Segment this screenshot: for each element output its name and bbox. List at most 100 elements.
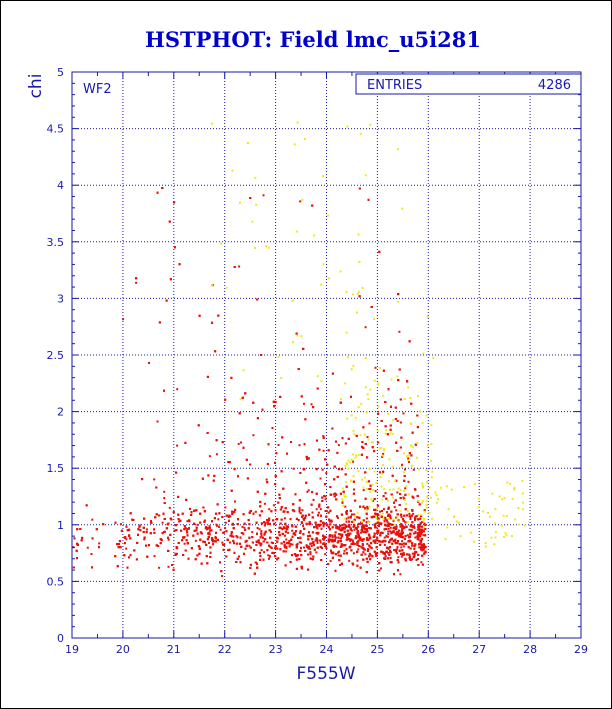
scatter-point	[381, 540, 384, 543]
scatter-point	[523, 524, 526, 527]
scatter-point	[228, 548, 231, 551]
scatter-point	[402, 525, 405, 528]
scatter-point	[426, 500, 429, 503]
scatter-point	[371, 441, 374, 444]
scatter-point	[273, 405, 276, 408]
scatter-point	[494, 536, 497, 539]
scatter-point	[345, 552, 348, 555]
scatter-point	[235, 535, 238, 538]
scatter-point	[280, 506, 283, 509]
scatter-point	[373, 470, 376, 473]
scatter-point	[377, 540, 380, 543]
scatter-point	[256, 562, 258, 565]
scatter-point	[350, 458, 353, 461]
scatter-point	[378, 569, 381, 572]
scatter-point	[233, 468, 236, 471]
scatter-point	[327, 506, 330, 509]
scatter-point	[231, 169, 234, 172]
scatter-point	[344, 517, 346, 520]
scatter-point	[380, 531, 383, 534]
scatter-point	[240, 441, 242, 444]
scatter-point	[346, 529, 349, 532]
scatter-point	[239, 201, 241, 204]
scatter-point	[358, 187, 361, 190]
scatter-point	[378, 524, 380, 527]
scatter-point	[356, 564, 359, 567]
scatter-point	[365, 524, 368, 527]
scatter-point	[242, 513, 245, 516]
scatter-point	[263, 551, 266, 554]
scatter-point	[332, 545, 335, 548]
scatter-point	[304, 138, 306, 140]
scatter-point	[210, 284, 213, 287]
scatter-point	[262, 536, 264, 539]
scatter-point	[302, 347, 305, 350]
scatter-point	[200, 532, 203, 535]
scatter-point	[394, 542, 397, 545]
scatter-point	[340, 543, 343, 546]
scatter-point	[434, 491, 437, 494]
scatter-point	[345, 517, 348, 520]
scatter-point	[208, 542, 210, 544]
scatter-point	[91, 566, 93, 569]
scatter-point	[299, 531, 302, 534]
scatter-point	[421, 521, 424, 523]
scatter-point	[358, 545, 361, 547]
scatter-point	[223, 543, 226, 546]
scatter-point	[253, 572, 256, 575]
scatter-point	[382, 448, 385, 451]
scatter-point	[274, 545, 277, 547]
scatter-point	[363, 548, 366, 551]
scatter-point	[298, 510, 301, 513]
scatter-point	[198, 547, 201, 550]
scatter-point	[389, 515, 392, 518]
scatter-point	[286, 511, 289, 514]
scatter-point	[356, 550, 359, 553]
scatter-point	[367, 548, 370, 551]
scatter-point	[404, 542, 407, 545]
scatter-point	[377, 518, 380, 521]
scatter-point	[321, 468, 324, 471]
scatter-point	[416, 535, 419, 538]
scatter-point	[415, 515, 418, 517]
scatter-point	[274, 461, 276, 464]
scatter-point	[203, 510, 206, 513]
scatter-point	[383, 528, 386, 531]
scatter-point	[444, 538, 447, 541]
scatter-point	[312, 543, 315, 546]
scatter-point	[339, 401, 342, 404]
scatter-point	[408, 512, 411, 515]
scatter-point	[392, 419, 395, 422]
scatter-point	[279, 526, 282, 529]
scatter-point	[387, 522, 390, 525]
scatter-point	[410, 422, 413, 425]
scatter-point	[224, 506, 227, 509]
scatter-point	[143, 536, 146, 539]
scatter-point	[414, 531, 417, 534]
scatter-point	[410, 529, 413, 532]
scatter-point	[238, 265, 241, 268]
scatter-point	[410, 445, 413, 448]
scatter-point	[391, 432, 394, 435]
scatter-point	[403, 489, 406, 492]
scatter-point	[334, 492, 337, 495]
scatter-point	[490, 536, 493, 539]
scatter-point	[265, 245, 267, 248]
scatter-point	[224, 398, 227, 401]
scatter-point	[327, 563, 330, 565]
scatter-point	[238, 542, 241, 545]
scatter-point	[359, 536, 362, 539]
scatter-point	[420, 543, 423, 546]
scatter-point	[177, 495, 180, 498]
scatter-point	[426, 444, 429, 447]
scatter-point	[336, 515, 339, 518]
scatter-point	[142, 531, 145, 533]
scatter-point	[422, 352, 425, 355]
scatter-point	[346, 417, 349, 420]
scatter-point	[373, 450, 376, 453]
scatter-point	[352, 480, 355, 483]
scatter-point	[376, 552, 379, 555]
scatter-point	[345, 512, 348, 515]
scatter-point	[196, 523, 199, 526]
scatter-point	[371, 483, 374, 486]
